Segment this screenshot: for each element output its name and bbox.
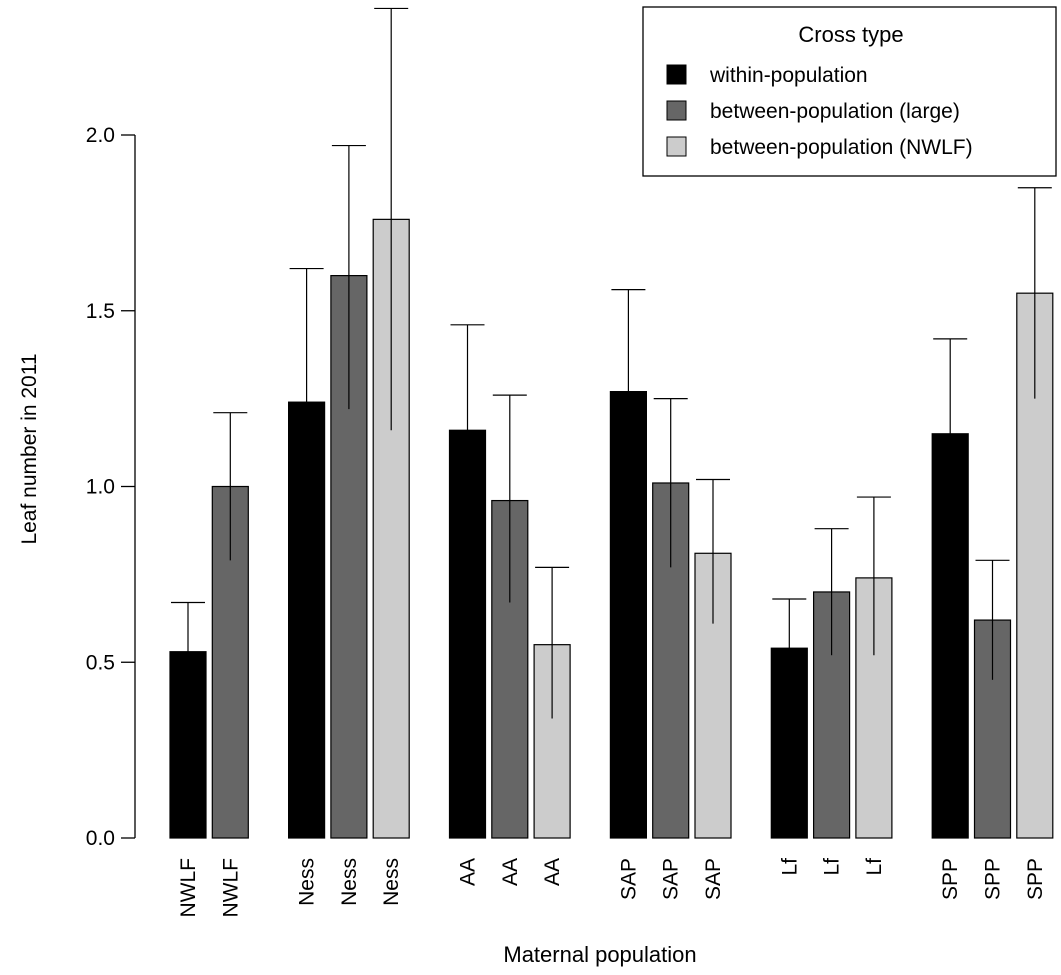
x-tick-label-2: Ness xyxy=(296,858,319,906)
bar-0 xyxy=(169,651,207,839)
x-tick-label-9: SAP xyxy=(660,858,683,900)
y-axis-title: Leaf number in 2011 xyxy=(18,353,41,544)
legend-label-0: within-population xyxy=(709,64,868,87)
legend-box xyxy=(642,6,1057,177)
error-bars xyxy=(171,7,1052,719)
y-tick-label-1: 0.5 xyxy=(86,651,115,674)
bars xyxy=(169,218,1054,839)
x-tick-label-11: Lf xyxy=(778,858,801,876)
x-tick-label-8: SAP xyxy=(617,858,640,900)
bar-11 xyxy=(770,647,808,839)
bar-2 xyxy=(288,401,326,839)
x-tick-label-7: AA xyxy=(541,858,564,886)
x-axis-title: Maternal population xyxy=(503,942,696,967)
y-tick-label-2: 1.0 xyxy=(86,476,115,499)
legend: Cross type within-population between-popu… xyxy=(642,6,1057,177)
x-tick-labels: NWLF NWLF Ness Ness Ness AA AA AA SAP SAP SAP Lf Lf L… xyxy=(177,858,1047,918)
x-tick-label-10: SAP xyxy=(702,858,725,900)
legend-swatch-0 xyxy=(666,64,687,85)
x-tick-label-1: NWLF xyxy=(219,858,242,918)
x-tick-label-5: AA xyxy=(457,858,480,886)
y-tick-label-3: 1.5 xyxy=(86,300,115,323)
x-tick-label-16: SPP xyxy=(1024,858,1047,900)
legend-swatch-2 xyxy=(666,136,687,157)
legend-label-2: between-population (NWLF) xyxy=(710,136,973,159)
x-tick-label-6: AA xyxy=(499,858,522,886)
legend-label-1: between-population (large) xyxy=(710,100,960,123)
bar-5 xyxy=(448,429,487,839)
x-tick-label-3: Ness xyxy=(338,858,361,906)
bar-8 xyxy=(609,390,648,839)
x-tick-label-14: SPP xyxy=(939,858,962,900)
x-tick-label-13: Lf xyxy=(863,858,886,876)
legend-swatch-1 xyxy=(666,100,687,121)
x-tick-label-4: Ness xyxy=(380,858,403,906)
x-tick-label-15: SPP xyxy=(982,858,1005,900)
legend-title: Cross type xyxy=(798,22,903,47)
y-tick-label-4: 2.0 xyxy=(86,124,115,147)
y-tick-label-0: 0.0 xyxy=(86,827,115,850)
x-tick-label-12: Lf xyxy=(821,858,844,876)
y-axis: 0.0 0.5 1.0 1.5 2.0 xyxy=(86,124,136,850)
x-tick-label-0: NWLF xyxy=(177,858,200,918)
bar-14 xyxy=(931,433,969,839)
